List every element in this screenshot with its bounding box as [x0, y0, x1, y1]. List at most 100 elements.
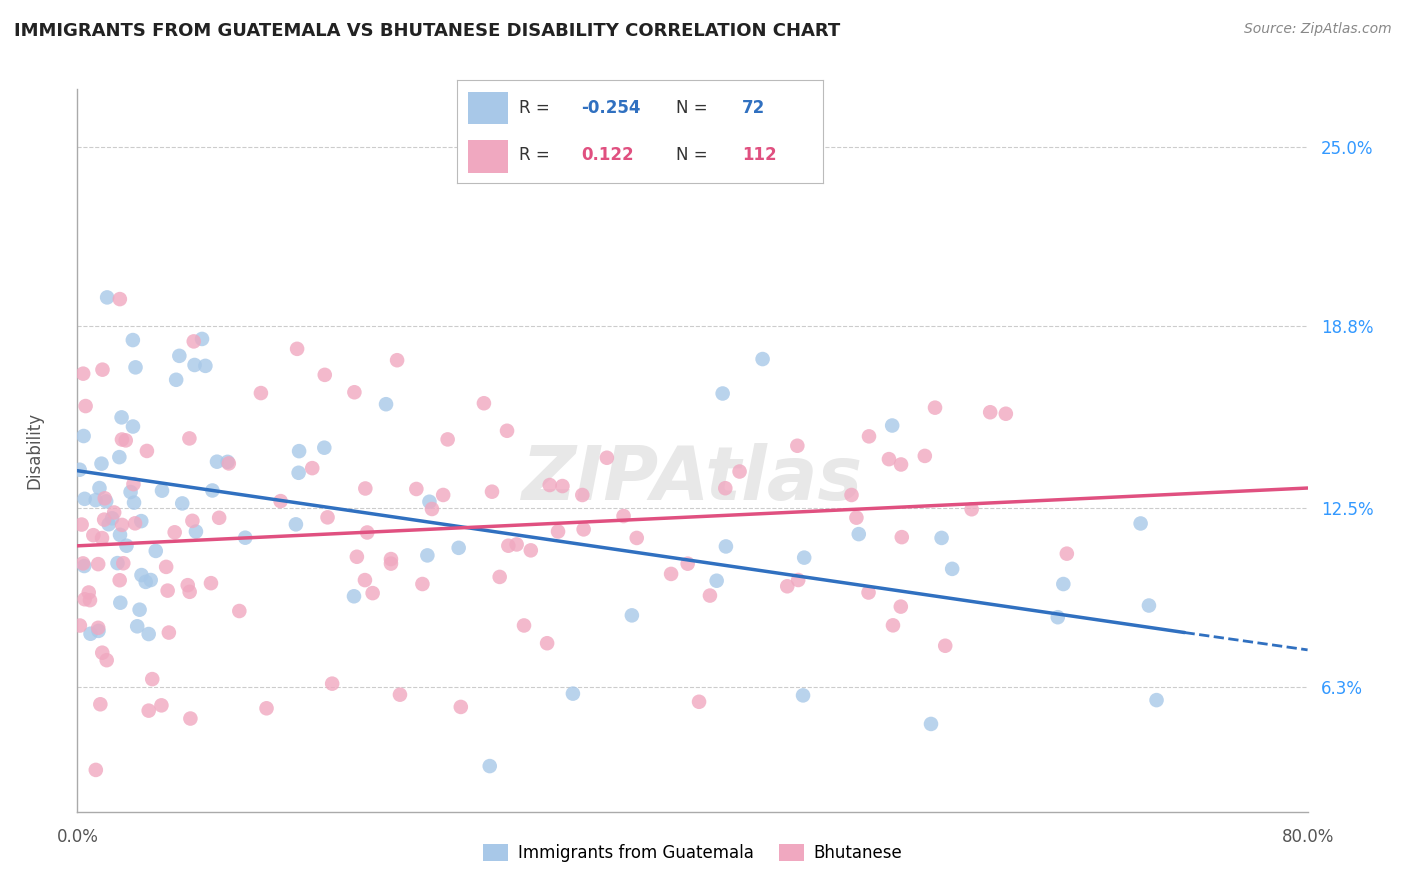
Point [97, 517, 120, 532]
Text: 72: 72 [742, 99, 765, 117]
Point [931, 531, 953, 545]
Point [69, 618, 91, 632]
Point [72, 429, 94, 443]
Point [343, 385, 366, 400]
Point [169, 349, 191, 363]
Point [141, 672, 163, 686]
Point [858, 429, 880, 443]
Point [890, 599, 912, 614]
Point [596, 450, 619, 465]
Point [924, 401, 946, 415]
Point [250, 386, 273, 401]
Point [714, 481, 737, 495]
Point [488, 570, 510, 584]
Point [706, 574, 728, 588]
Point [87, 621, 110, 635]
Point [941, 562, 963, 576]
Point [432, 488, 454, 502]
Point [107, 556, 129, 570]
Point [150, 698, 173, 713]
Point [447, 541, 470, 555]
Point [561, 687, 583, 701]
Point [96, 653, 118, 667]
Point [792, 689, 814, 703]
Point [91, 531, 114, 545]
Point [75, 399, 97, 413]
Point [184, 524, 207, 539]
Point [612, 508, 634, 523]
Point [728, 465, 751, 479]
Point [114, 434, 136, 448]
Point [108, 450, 131, 464]
Point [70, 517, 93, 532]
Point [179, 712, 201, 726]
Point [89, 698, 111, 712]
Point [121, 333, 143, 347]
Point [321, 676, 343, 690]
Point [84, 763, 107, 777]
Point [786, 439, 808, 453]
Point [354, 573, 377, 587]
Point [89, 481, 111, 495]
Point [135, 444, 157, 458]
Point [388, 688, 411, 702]
Point [994, 407, 1017, 421]
Point [122, 495, 145, 509]
Point [288, 444, 311, 458]
Point [218, 457, 240, 471]
Point [450, 700, 472, 714]
Point [1146, 693, 1168, 707]
Point [547, 524, 569, 539]
Point [138, 627, 160, 641]
Point [122, 419, 145, 434]
Point [538, 478, 561, 492]
Point [124, 516, 146, 531]
Point [620, 608, 643, 623]
Point [93, 491, 115, 506]
Point [120, 485, 142, 500]
Point [103, 506, 125, 520]
Point [882, 618, 904, 632]
Point [90, 457, 112, 471]
Point [1137, 599, 1160, 613]
Point [115, 539, 138, 553]
Point [96, 494, 118, 508]
Point [77, 585, 100, 599]
Text: ZIPAtlas: ZIPAtlas [522, 442, 863, 516]
Point [346, 549, 368, 564]
Point [385, 353, 408, 368]
Point [110, 410, 132, 425]
Point [108, 573, 131, 587]
Point [93, 513, 115, 527]
Point [73, 592, 96, 607]
Point [405, 482, 427, 496]
Point [191, 332, 214, 346]
Point [877, 452, 900, 467]
Text: 112: 112 [742, 146, 776, 164]
Point [676, 557, 699, 571]
Point [112, 556, 135, 570]
Point [194, 359, 217, 373]
Point [72, 367, 94, 381]
Point [183, 334, 205, 349]
Point [91, 362, 114, 376]
Point [285, 342, 308, 356]
Point [496, 424, 519, 438]
Point [131, 568, 153, 582]
Point [73, 559, 96, 574]
Point [688, 695, 710, 709]
Point [79, 626, 101, 640]
Point [138, 704, 160, 718]
Text: -0.254: -0.254 [581, 99, 641, 117]
Point [205, 455, 228, 469]
Point [284, 517, 307, 532]
Point [101, 511, 124, 525]
Point [157, 625, 180, 640]
Point [73, 491, 96, 506]
Point [200, 576, 222, 591]
Point [711, 386, 734, 401]
FancyBboxPatch shape [468, 140, 508, 173]
Point [848, 527, 870, 541]
Point [208, 510, 231, 524]
Point [436, 433, 458, 447]
